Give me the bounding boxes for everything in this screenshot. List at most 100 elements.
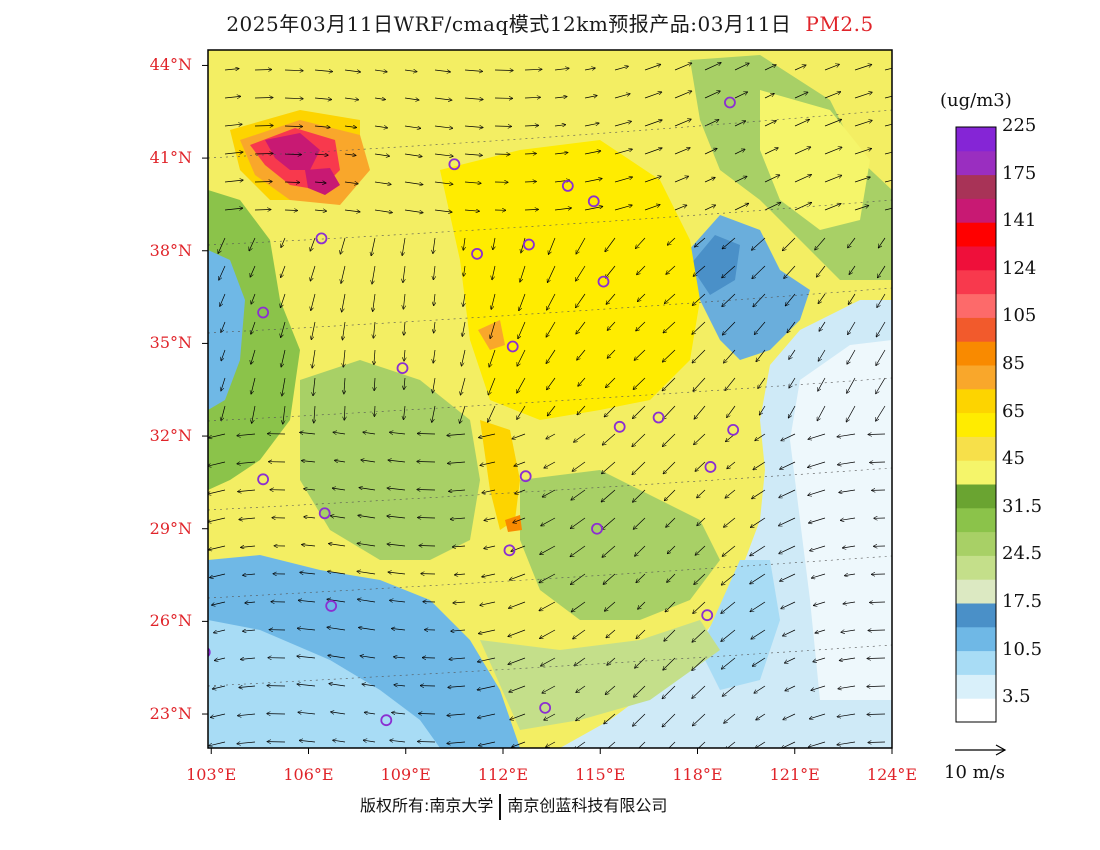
bohai-bay: [690, 235, 740, 295]
wind-vector: [390, 600, 406, 602]
wind-vector: [674, 176, 688, 183]
wind-vector: [304, 489, 316, 490]
wind-vector: [394, 685, 406, 686]
colorbar-swatch: [956, 365, 996, 390]
wind-vector: [484, 518, 496, 520]
wind-vector: [518, 321, 526, 339]
wind-vector: [283, 405, 286, 424]
wind-vector: [636, 321, 646, 331]
wind-vector: [311, 321, 316, 339]
wind-vector: [282, 377, 286, 396]
wind-vector: [854, 149, 871, 155]
wind-vector: [868, 434, 886, 435]
wind-vector: [809, 741, 826, 747]
wind-vector: [479, 433, 496, 438]
wind-vector: [725, 377, 736, 390]
colorbar-swatch: [956, 341, 996, 366]
wind-vector: [725, 741, 736, 748]
wind-vector: [751, 629, 766, 639]
colorbar-swatch: [956, 127, 996, 152]
wind-vector: [884, 179, 892, 183]
wind-vector: [779, 545, 796, 554]
wind-vector: [867, 714, 886, 715]
wind-vector: [477, 685, 496, 690]
wind-vector: [636, 237, 646, 248]
wind-vector: [722, 657, 736, 669]
wind-vector: [281, 237, 286, 247]
colorbar-swatch: [956, 579, 996, 604]
wind-vector: [663, 433, 676, 446]
wind-vector: [388, 572, 406, 574]
wind-vector: [404, 153, 422, 157]
wind-vector: [602, 545, 616, 557]
copyright-right: 南京创蓝科技有限公司: [507, 796, 668, 815]
wind-vector: [633, 405, 646, 418]
wind-vector: [451, 630, 466, 631]
wind-vector: [342, 293, 346, 312]
station-marker: [257, 306, 270, 319]
wind-vector: [239, 686, 256, 688]
wind-vector: [211, 713, 226, 717]
wind-vector: [341, 265, 346, 283]
wind-vector: [335, 460, 346, 462]
wind-vector: [298, 712, 316, 714]
wind-vector: [221, 321, 226, 332]
wind-vector: [692, 321, 706, 334]
wind-vector: [753, 293, 766, 307]
wind-vector: [419, 714, 436, 715]
wind-vector: [789, 349, 796, 359]
wind-vector: [818, 293, 826, 303]
wind-vector: [755, 741, 766, 748]
wind-vector: [480, 461, 496, 465]
wind-vector: [511, 545, 526, 551]
colorbar-label: 3.5: [1002, 686, 1031, 708]
wind-vector: [818, 377, 826, 391]
wind-vector: [870, 602, 886, 603]
wind-vector: [819, 321, 826, 331]
west-blue: [208, 250, 245, 410]
wind-vector: [239, 518, 256, 520]
wind-vector: [604, 713, 616, 724]
lon-label: 112°E: [477, 765, 529, 784]
wind-vector: [884, 95, 892, 99]
wind-vector: [221, 377, 226, 391]
wind-vector: [517, 377, 526, 393]
wind-vector: [674, 148, 690, 155]
wind-vector: [817, 265, 826, 277]
wind-vector: [854, 177, 870, 183]
wind-vector: [479, 741, 496, 746]
wind-vector: [605, 601, 616, 611]
wind-vector: [884, 123, 892, 127]
colorbar-swatch: [956, 293, 996, 318]
station-marker: [380, 714, 393, 727]
wind-vector: [546, 433, 556, 439]
title-text: 2025年03月11日WRF/cmaq模式12km预报产品:03月11日: [226, 12, 792, 36]
wind-vector: [584, 96, 597, 98]
colorbar-label: 175: [1002, 162, 1037, 184]
wind-vector: [644, 92, 662, 99]
wind-vector: [693, 265, 706, 276]
wind-vector: [357, 571, 376, 575]
wind-vector: [449, 490, 466, 491]
wind-vector: [848, 293, 856, 304]
wind-vector: [674, 63, 692, 71]
station-marker: [727, 423, 740, 436]
wind-vector: [824, 64, 839, 71]
wind-vector: [208, 489, 226, 494]
lon-label: 121°E: [769, 765, 820, 784]
wind-vector: [314, 154, 328, 155]
wind-vector: [662, 713, 676, 727]
wind-vector: [879, 237, 886, 248]
wind-vector: [794, 65, 806, 71]
wind-vector: [756, 349, 766, 362]
wind-vector: [394, 657, 406, 658]
wind-vector: [333, 740, 346, 742]
wind-vector: [734, 121, 745, 127]
wind-vector: [847, 377, 856, 393]
wind-vector: [783, 237, 796, 251]
wind-vector: [752, 237, 766, 250]
wind-vector: [576, 321, 586, 334]
wind-vector: [667, 573, 676, 582]
wind-vector: [809, 517, 826, 523]
wind-vector: [517, 405, 526, 419]
